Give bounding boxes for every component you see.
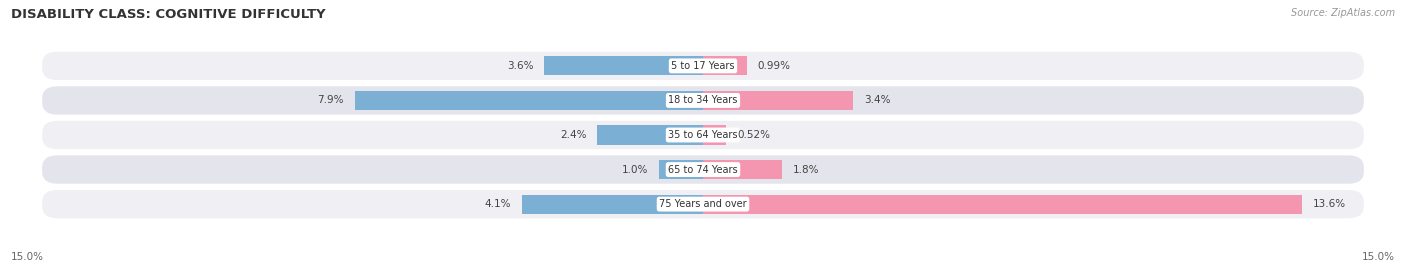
Bar — [659, 160, 703, 179]
Text: 35 to 64 Years: 35 to 64 Years — [668, 130, 738, 140]
Text: 0.99%: 0.99% — [758, 61, 790, 71]
FancyBboxPatch shape — [42, 121, 1364, 149]
FancyBboxPatch shape — [42, 156, 1364, 184]
Bar — [703, 91, 853, 110]
Text: 15.0%: 15.0% — [1362, 252, 1395, 262]
Text: 13.6%: 13.6% — [1313, 199, 1347, 209]
FancyBboxPatch shape — [42, 190, 1364, 218]
Bar — [523, 195, 703, 214]
Bar — [703, 195, 1302, 214]
Text: 18 to 34 Years: 18 to 34 Years — [668, 95, 738, 106]
Text: 5 to 17 Years: 5 to 17 Years — [671, 61, 735, 71]
Text: 4.1%: 4.1% — [485, 199, 512, 209]
Bar — [703, 160, 782, 179]
Text: Source: ZipAtlas.com: Source: ZipAtlas.com — [1291, 8, 1395, 18]
Text: DISABILITY CLASS: COGNITIVE DIFFICULTY: DISABILITY CLASS: COGNITIVE DIFFICULTY — [11, 8, 326, 21]
Text: 65 to 74 Years: 65 to 74 Years — [668, 164, 738, 175]
Text: 75 Years and over: 75 Years and over — [659, 199, 747, 209]
Bar — [544, 56, 703, 75]
Bar — [354, 91, 703, 110]
Text: 7.9%: 7.9% — [318, 95, 344, 106]
Text: 1.0%: 1.0% — [621, 164, 648, 175]
Text: 2.4%: 2.4% — [560, 130, 586, 140]
Text: 1.8%: 1.8% — [793, 164, 820, 175]
Bar — [598, 126, 703, 144]
Bar — [703, 126, 725, 144]
Text: 15.0%: 15.0% — [11, 252, 44, 262]
Text: 3.6%: 3.6% — [508, 61, 533, 71]
FancyBboxPatch shape — [42, 86, 1364, 114]
FancyBboxPatch shape — [42, 52, 1364, 80]
Text: 0.52%: 0.52% — [737, 130, 770, 140]
Text: 3.4%: 3.4% — [863, 95, 890, 106]
Bar — [703, 56, 747, 75]
